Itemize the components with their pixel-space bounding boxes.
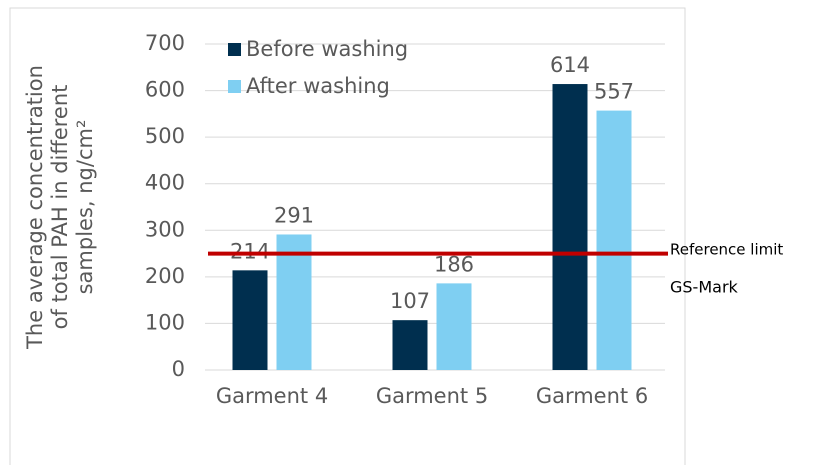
bar (596, 110, 632, 371)
legend-swatch (228, 43, 241, 56)
legend-swatch (228, 80, 241, 93)
y-tick-label: 300 (145, 217, 185, 241)
bar (232, 270, 268, 370)
reference-label: Reference limit (670, 241, 783, 259)
data-label: 557 (594, 80, 634, 104)
data-label: 186 (434, 252, 474, 276)
y-axis-label: of total PAH in different (48, 85, 72, 330)
data-label: 291 (274, 203, 314, 227)
y-tick-label: 100 (145, 310, 185, 334)
bar (276, 234, 312, 370)
bar (392, 320, 428, 370)
data-label: 614 (550, 53, 590, 77)
bar (552, 84, 588, 371)
y-tick-label: 600 (145, 78, 185, 102)
data-label: 214 (230, 239, 270, 263)
y-tick-label: 700 (145, 31, 185, 55)
legend-label: After washing (246, 74, 390, 98)
x-tick-label: Garment 6 (536, 384, 648, 408)
y-axis-label: samples, ng/cm² (73, 120, 97, 295)
x-tick-label: Garment 5 (376, 384, 488, 408)
y-tick-label: 400 (145, 171, 185, 195)
y-tick-label: 0 (172, 357, 185, 381)
reference-sublabel: GS-Mark (670, 278, 739, 297)
legend-label: Before washing (246, 37, 408, 61)
bar (436, 283, 472, 370)
x-tick-label: Garment 4 (216, 384, 328, 408)
y-tick-label: 200 (145, 264, 185, 288)
y-tick-label: 500 (145, 124, 185, 148)
data-label: 107 (390, 289, 430, 313)
y-axis-label: The average concentration (23, 65, 47, 350)
